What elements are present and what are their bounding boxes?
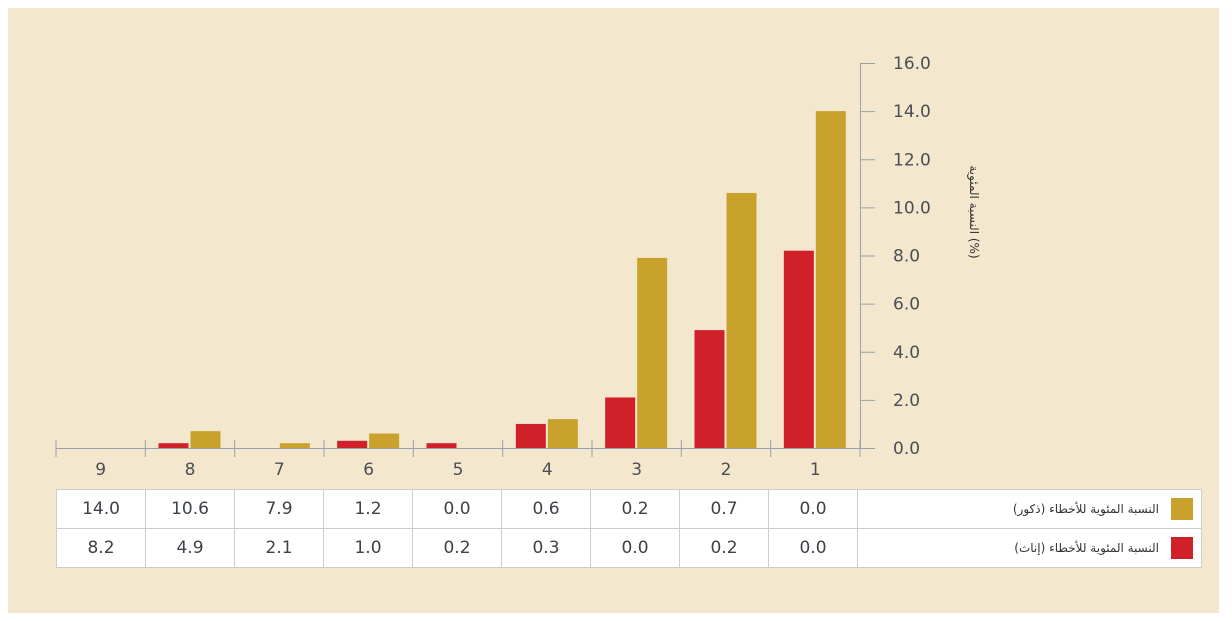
y-axis-label: النسبة المئوية (%) bbox=[966, 165, 981, 258]
table-cell: 8.2 bbox=[56, 528, 146, 568]
x-tick-label: 7 bbox=[274, 460, 285, 480]
y-tick-label: 10.0 bbox=[893, 198, 931, 218]
y-tick-label: 12.0 bbox=[893, 150, 931, 170]
bar-male-cat-6 bbox=[369, 433, 400, 448]
legend-label: النسبة المئوية للأخطاء (ذكور) bbox=[1012, 502, 1159, 516]
bar-female-cat-4 bbox=[515, 423, 546, 448]
bar-male-cat-7 bbox=[279, 443, 310, 448]
x-tick-label: 4 bbox=[542, 460, 553, 480]
table-cell: 0.3 bbox=[501, 528, 591, 568]
legend-swatch bbox=[1171, 537, 1193, 559]
bar-female-cat-5 bbox=[426, 443, 457, 448]
table-cell: 0.0 bbox=[590, 528, 680, 568]
table-cell: 14.0 bbox=[56, 489, 146, 529]
x-tick-label: 3 bbox=[631, 460, 642, 480]
bar-male-cat-8 bbox=[190, 431, 221, 448]
table-row: 8.2 4.9 2.1 1.0 0.2 0.3 0.0 0.2 0.0 النسبة المئوي… bbox=[56, 528, 1202, 568]
y-tick-label: 6.0 bbox=[893, 295, 920, 315]
x-tick-label: 6 bbox=[363, 460, 374, 480]
bar-male-cat-2 bbox=[726, 192, 757, 448]
x-tick-label: 9 bbox=[95, 460, 106, 480]
bar-female-cat-6 bbox=[337, 440, 368, 448]
legend-label: النسبة المئوية للأخطاء (إناث) bbox=[1014, 541, 1159, 555]
table-cell: 10.6 bbox=[145, 489, 235, 529]
table-cell: 1.2 bbox=[323, 489, 413, 529]
legend-entry: النسبة المئوية للأخطاء (ذكور) bbox=[857, 489, 1202, 529]
table-row: 14.0 10.6 7.9 1.2 0.0 0.6 0.2 0.7 0.0 النسبة المئ… bbox=[56, 489, 1202, 529]
x-tick-label: 2 bbox=[721, 460, 732, 480]
y-tick-label: 0.0 bbox=[893, 439, 920, 459]
table-cell: 0.0 bbox=[768, 489, 858, 529]
data-table: 14.0 10.6 7.9 1.2 0.0 0.6 0.2 0.7 0.0 النسبة المئ… bbox=[56, 489, 1202, 568]
bars-group bbox=[69, 111, 846, 449]
x-tick-label: 1 bbox=[810, 460, 821, 480]
x-tick-label: 8 bbox=[185, 460, 196, 480]
table-cell: 7.9 bbox=[234, 489, 324, 529]
y-tick-label: 2.0 bbox=[893, 391, 920, 411]
bar-female-cat-3 bbox=[605, 397, 636, 448]
table-cell: 0.6 bbox=[501, 489, 591, 529]
bar-male-cat-3 bbox=[637, 257, 668, 448]
table-cell: 0.0 bbox=[768, 528, 858, 568]
y-tick-label: 4.0 bbox=[893, 343, 920, 363]
table-cell: 0.0 bbox=[412, 489, 502, 529]
y-tick-label: 16.0 bbox=[893, 54, 931, 74]
legend-swatch bbox=[1171, 498, 1193, 520]
table-cell: 0.2 bbox=[679, 528, 769, 568]
table-cell: 0.7 bbox=[679, 489, 769, 529]
table-cell: 0.2 bbox=[412, 528, 502, 568]
table-cell: 1.0 bbox=[323, 528, 413, 568]
bar-male-cat-4 bbox=[547, 419, 578, 448]
table-cell: 4.9 bbox=[145, 528, 235, 568]
legend-entry: النسبة المئوية للأخطاء (إناث) bbox=[857, 528, 1202, 568]
bar-female-cat-1 bbox=[783, 250, 814, 448]
bar-female-cat-2 bbox=[694, 330, 725, 448]
y-tick-label: 8.0 bbox=[893, 247, 920, 267]
axes-group: 1 2 3 4 5 6 7 8 9 0.0 2.0 4.0 6.0 8.0 10.0 12.0 14.0 16.0 bbox=[55, 54, 931, 480]
x-tick-label: 5 bbox=[453, 460, 464, 480]
table-cell: 2.1 bbox=[234, 528, 324, 568]
bar-male-cat-1 bbox=[815, 111, 846, 448]
y-tick-label: 14.0 bbox=[893, 102, 931, 122]
bar-female-cat-8 bbox=[158, 443, 189, 448]
table-cell: 0.2 bbox=[590, 489, 680, 529]
